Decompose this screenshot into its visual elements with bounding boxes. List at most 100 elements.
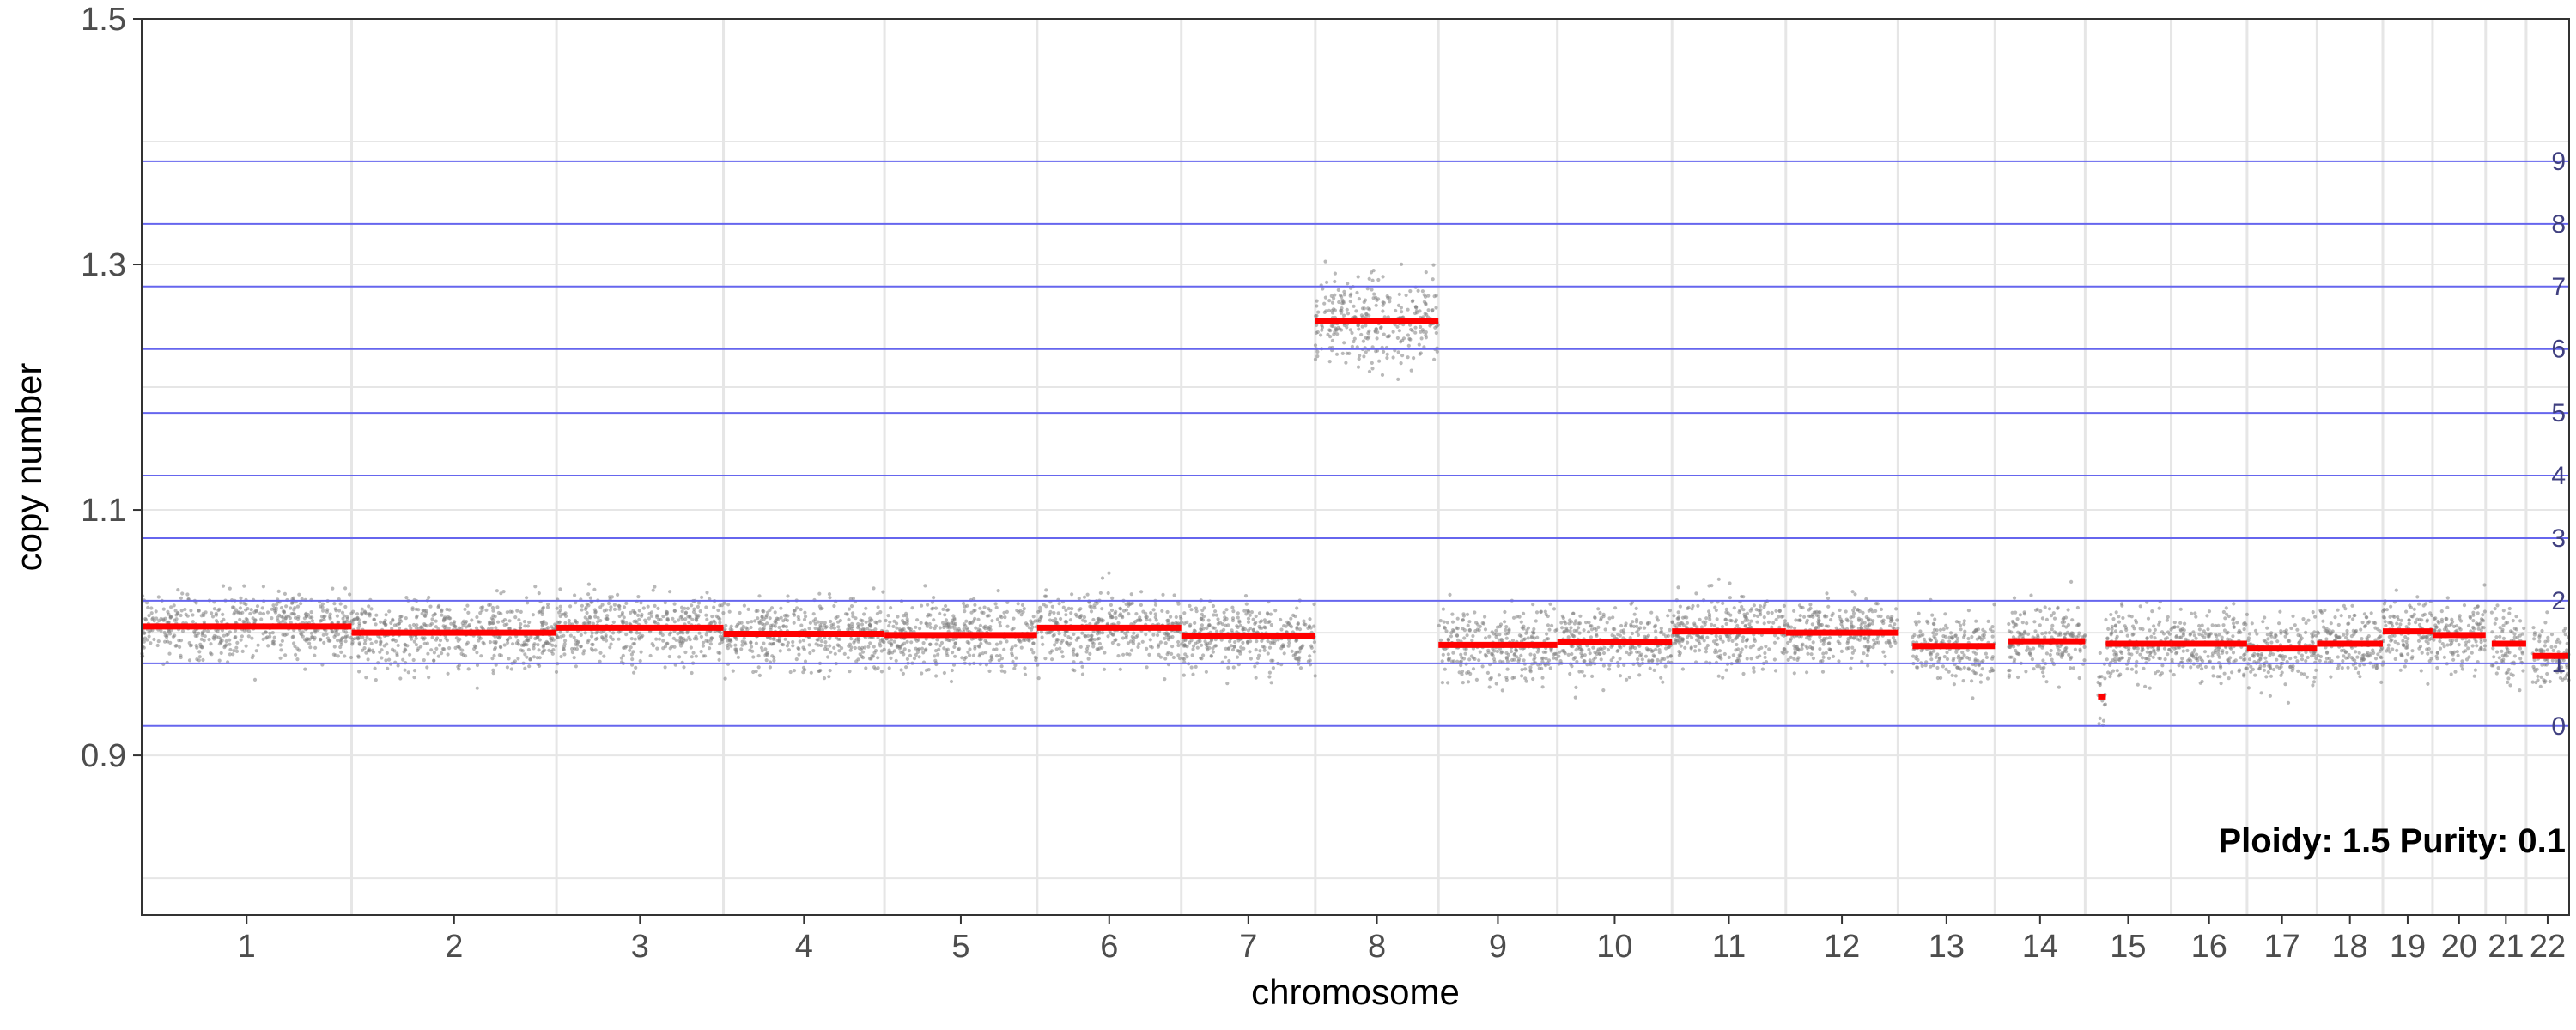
data-point: [851, 615, 855, 619]
data-point: [1762, 621, 1766, 626]
data-point: [1161, 592, 1165, 597]
data-point: [1694, 633, 1699, 638]
data-point: [1703, 622, 1707, 627]
data-point: [868, 641, 872, 645]
data-point: [412, 669, 417, 673]
data-point: [1337, 300, 1341, 305]
data-point: [234, 635, 238, 639]
data-point: [580, 608, 584, 612]
data-point: [334, 609, 338, 613]
data-point: [1364, 336, 1368, 340]
data-point: [799, 607, 803, 612]
data-point: [380, 656, 384, 660]
data-point: [685, 606, 690, 611]
data-point: [629, 610, 633, 615]
data-point: [1845, 641, 1850, 645]
data-point: [687, 621, 691, 625]
data-point: [232, 649, 236, 653]
data-point: [921, 641, 926, 645]
data-point: [963, 609, 967, 614]
data-point: [392, 649, 397, 653]
data-point: [1418, 309, 1422, 313]
data-point: [155, 616, 159, 621]
data-point: [2063, 632, 2067, 636]
data-point: [1539, 609, 1543, 615]
data-point: [1354, 309, 1358, 313]
data-point: [953, 654, 957, 658]
data-point: [837, 644, 841, 648]
data-point: [1088, 651, 1092, 657]
data-point: [374, 613, 379, 617]
data-point: [2008, 645, 2013, 650]
data-point: [1145, 615, 1149, 620]
data-point: [1109, 631, 1113, 636]
data-point: [1503, 609, 1507, 615]
data-point: [1176, 653, 1181, 657]
data-point: [332, 602, 337, 606]
data-point: [923, 648, 927, 652]
data-point: [1774, 617, 1778, 622]
data-point: [1783, 619, 1787, 623]
data-point: [310, 615, 314, 620]
data-point: [833, 651, 837, 656]
data-point: [1881, 650, 1886, 654]
data-point: [1929, 657, 1934, 662]
data-point: [1866, 638, 1870, 642]
data-point: [1599, 657, 1603, 662]
data-point: [1214, 644, 1218, 648]
data-point: [507, 627, 512, 631]
data-point: [355, 612, 360, 616]
data-point: [1577, 626, 1581, 630]
data-point: [1954, 650, 1959, 655]
data-point: [1193, 629, 1197, 633]
data-point: [963, 604, 967, 609]
data-point: [1483, 615, 1487, 619]
data-point: [281, 615, 285, 620]
data-point: [1198, 639, 1202, 644]
data-point: [244, 603, 248, 607]
data-point: [291, 596, 295, 600]
data-point: [2018, 613, 2022, 617]
data-point: [384, 658, 388, 663]
data-point: [1619, 623, 1624, 628]
data-point: [1654, 629, 1658, 633]
data-point: [1333, 293, 1337, 297]
data-point: [1315, 349, 1320, 354]
data-point: [585, 617, 590, 622]
data-point: [1345, 307, 1349, 312]
data-point: [684, 638, 689, 642]
data-point: [1570, 664, 1574, 669]
data-point: [2117, 615, 2121, 619]
data-point: [1497, 673, 1501, 677]
data-point: [902, 621, 907, 626]
data-point: [1106, 591, 1110, 596]
data-point: [2032, 646, 2036, 651]
data-point: [1852, 606, 1856, 610]
data-point: [1522, 658, 1526, 663]
data-point: [1741, 671, 1746, 676]
data-point: [1596, 625, 1601, 630]
data-point: [1441, 652, 1445, 657]
data-point: [751, 670, 756, 675]
data-point: [1985, 676, 1990, 681]
data-point: [1116, 643, 1121, 647]
data-point: [1242, 646, 1246, 651]
data-point: [1097, 620, 1101, 624]
data-point: [768, 608, 772, 613]
data-point: [356, 626, 361, 631]
data-point: [889, 606, 893, 610]
data-point: [1729, 619, 1734, 623]
data-point: [1523, 676, 1528, 681]
data-point: [2049, 614, 2054, 618]
data-point: [1866, 649, 1870, 653]
data-point: [1770, 610, 1774, 615]
data-point: [169, 605, 173, 609]
data-point: [1663, 664, 1668, 669]
data-point: [1487, 685, 1492, 689]
data-point: [173, 609, 178, 613]
data-point: [604, 635, 608, 639]
data-point: [879, 649, 884, 653]
data-point: [1627, 652, 1631, 657]
data-point: [270, 639, 275, 644]
